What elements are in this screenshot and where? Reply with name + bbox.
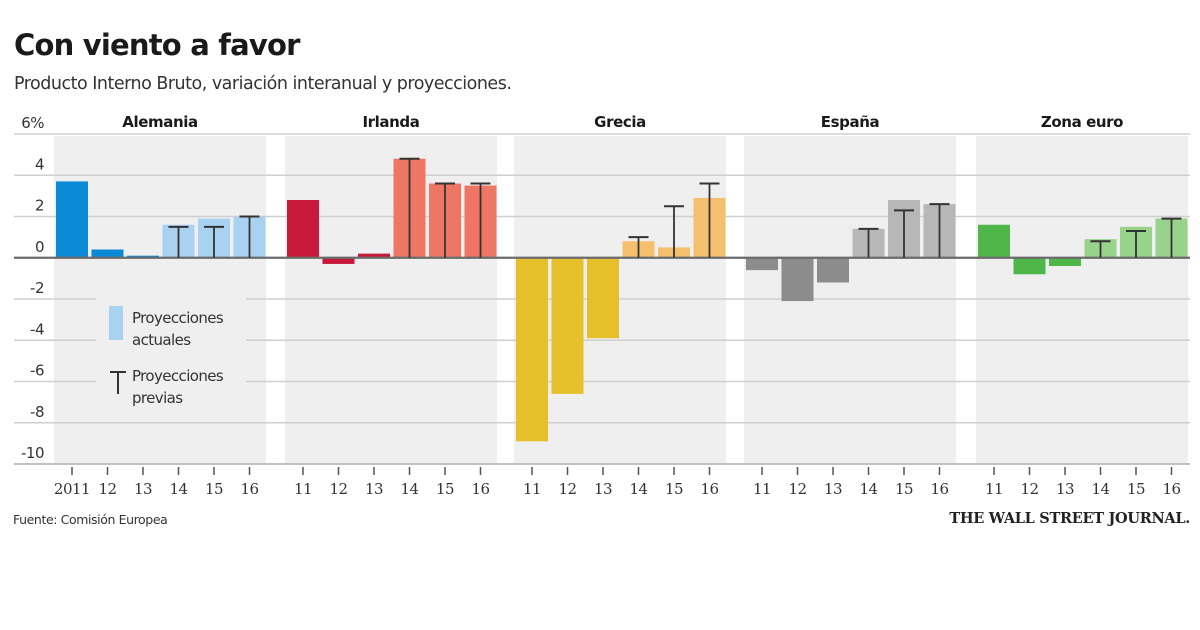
panel-background-3 <box>744 136 956 464</box>
x-tick-label: 16 <box>700 480 718 498</box>
legend-label-current-line1: Proyecciones <box>132 309 224 327</box>
x-tick-label: 16 <box>240 480 258 498</box>
x-tick-label: 12 <box>98 480 116 498</box>
bar-zona-euro-2 <box>1049 257 1081 266</box>
x-tick-label: 12 <box>558 480 576 498</box>
x-tick-label: 15 <box>436 480 454 498</box>
whisker-zona-euro-3 <box>1090 240 1111 258</box>
bar-alemania-1 <box>91 249 124 258</box>
whisker-españa-4 <box>894 209 914 258</box>
x-tick-label: 15 <box>205 480 223 498</box>
whisker-irlanda-3 <box>399 157 420 258</box>
bar-zona-euro-1 <box>1013 257 1046 275</box>
source-note: Fuente: Comisión Europea <box>13 512 168 527</box>
x-tick-label: 14 <box>169 480 187 498</box>
panel-label-alemania: Alemania <box>122 113 197 131</box>
whisker-zona-euro-4 <box>1126 229 1146 258</box>
whisker-irlanda-4 <box>435 182 455 258</box>
bar-grecia-0 <box>516 257 548 442</box>
y-axis-labels: 6% 4 2 0 -2 -4 -6 -8 -10 <box>21 114 45 462</box>
y-tick-label: 2 <box>35 197 44 215</box>
x-tick-label: 14 <box>1091 480 1109 498</box>
whisker-grecia-4 <box>664 205 684 258</box>
chart-subtitle: Producto Interno Bruto, variación intera… <box>14 74 512 94</box>
x-tick-label: 11 <box>753 480 771 498</box>
x-tick-label: 16 <box>930 480 948 498</box>
x-tick-label: 15 <box>895 480 913 498</box>
legend-label-current-line2: actuales <box>132 331 191 349</box>
x-tick-label: 11 <box>985 480 1003 498</box>
x-tick-label: 13 <box>594 480 612 498</box>
x-tick-label: 13 <box>134 480 152 498</box>
whisker-grecia-3 <box>628 236 649 258</box>
y-tick-label: -6 <box>30 362 44 380</box>
panel-background-1 <box>285 136 497 464</box>
x-tick-label: 16 <box>1162 480 1180 498</box>
whisker-zona-euro-5 <box>1161 217 1182 258</box>
x-tick-label: 13 <box>365 480 383 498</box>
panel-label-españa: España <box>821 113 879 131</box>
bar-grecia-2 <box>587 257 619 339</box>
y-tick-label: 0 <box>35 238 44 256</box>
panel-background-4 <box>976 136 1188 464</box>
bar-alemania-0 <box>56 181 88 258</box>
legend-label-previous-line2: previas <box>132 389 183 407</box>
panel-backgrounds <box>54 136 1188 464</box>
whisker-grecia-5 <box>699 182 720 258</box>
y-tick-label: -8 <box>30 403 44 421</box>
legend-swatch-current-projections <box>109 306 123 340</box>
panel-background-2 <box>514 136 726 464</box>
x-tick-label: 14 <box>400 480 418 498</box>
y-tick-label: 6% <box>21 114 44 132</box>
legend-label-previous-line1: Proyecciones <box>132 367 224 385</box>
x-tick-label: 15 <box>665 480 683 498</box>
bar-españa-0 <box>746 257 778 271</box>
chart-title: Con viento a favor <box>14 28 300 62</box>
whisker-españa-5 <box>929 203 950 258</box>
x-axis-labels: 2011 12 13 14 15 16 11 12 13 14 15 16 11 12 13 14 15 16 11… <box>54 467 1181 498</box>
x-tick-label: 11 <box>294 480 312 498</box>
panel-label-irlanda: Irlanda <box>363 113 420 131</box>
publisher-credit: THE WALL STREET JOURNAL. <box>949 510 1190 527</box>
y-tick-label: 4 <box>35 155 44 173</box>
legend: Proyecciones actuales Proyecciones previ… <box>96 298 246 416</box>
previous-projection-whiskers <box>168 157 1182 258</box>
whisker-irlanda-5 <box>470 182 491 258</box>
x-tick-label: 15 <box>1127 480 1145 498</box>
x-tick-label: 14 <box>629 480 647 498</box>
x-tick-label: 14 <box>859 480 877 498</box>
whisker-alemania-4 <box>204 225 224 258</box>
y-tick-label: -10 <box>21 444 44 462</box>
whisker-alemania-3 <box>168 225 189 258</box>
bar-irlanda-1 <box>322 257 355 264</box>
panel-label-zona-euro: Zona euro <box>1041 113 1123 131</box>
x-tick-label: 12 <box>788 480 806 498</box>
y-tick-label: -2 <box>30 279 44 297</box>
legend-whisker-icon <box>110 371 126 394</box>
whisker-españa-3 <box>858 227 879 258</box>
x-tick-label: 11 <box>523 480 541 498</box>
panel-label-grecia: Grecia <box>594 113 646 131</box>
x-tick-label: 13 <box>1056 480 1074 498</box>
y-tick-label: -4 <box>30 320 44 338</box>
whisker-alemania-5 <box>239 215 260 258</box>
bar-españa-2 <box>817 257 849 283</box>
bar-zona-euro-0 <box>978 224 1010 258</box>
bar-grecia-1 <box>551 257 584 394</box>
bar-españa-1 <box>781 257 814 302</box>
bar-irlanda-2 <box>358 253 390 258</box>
x-tick-label: 16 <box>471 480 489 498</box>
x-tick-label: 2011 <box>54 480 90 498</box>
x-tick-label: 12 <box>1020 480 1038 498</box>
x-tick-label: 12 <box>329 480 347 498</box>
bar-irlanda-0 <box>287 200 319 258</box>
panel-labels: Alemania Irlanda Grecia España Zona euro <box>122 113 1123 131</box>
x-tick-label: 13 <box>824 480 842 498</box>
